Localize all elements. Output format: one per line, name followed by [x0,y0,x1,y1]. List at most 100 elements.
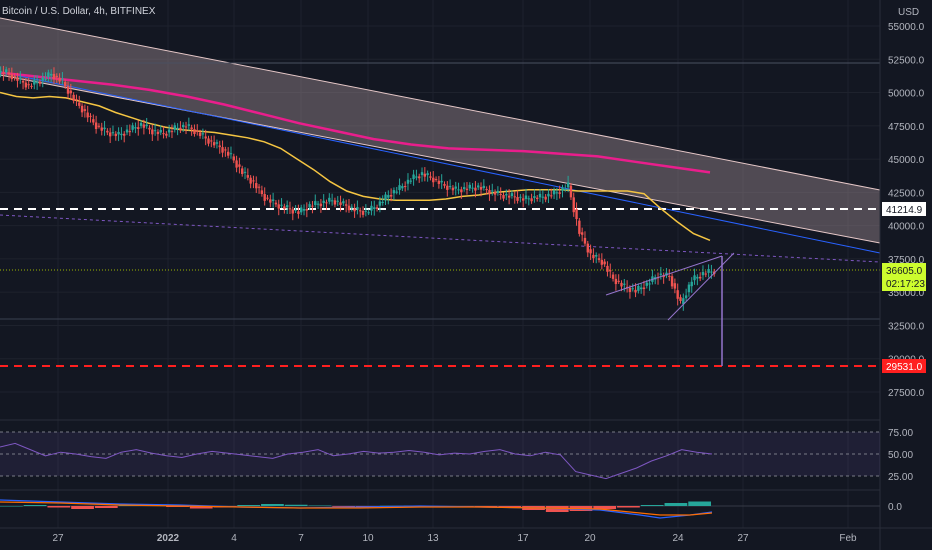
macd-bar [189,506,213,509]
candle-body [139,122,143,126]
candle-body [80,105,84,113]
candle-body [114,133,117,137]
macd-signal-line [0,501,713,516]
time-tick-label: 4 [231,533,237,544]
candle-body [521,198,525,201]
candle-body [162,133,165,135]
descending-channel[interactable] [0,17,881,244]
candle-body [606,265,609,272]
wedge-upper-line[interactable] [605,255,723,296]
candle-body [106,130,109,133]
candle-body [300,207,303,213]
price-tick-label: 32500.0 [888,321,925,332]
candle-body [35,81,39,84]
candle-body [555,192,559,194]
price-tag-white: 41214.9 [882,202,926,216]
candle-body [558,192,561,194]
ma-slow-line [0,71,711,174]
time-tick-label: 7 [298,533,304,544]
candle-body [468,184,471,189]
candle-body [305,209,309,211]
candle-body [336,200,339,202]
candle-body [611,274,615,279]
candle-body [645,282,648,286]
candle-body [693,275,696,281]
candle-body [603,261,606,265]
candle-body [187,124,191,126]
candle-body [38,81,42,84]
candle-body [578,220,581,234]
candle-body [668,275,671,277]
candle-body [131,125,134,130]
candle-body [49,73,53,76]
candle-body [108,132,112,137]
channel-lower-line[interactable] [0,74,881,244]
candle-body [249,177,252,184]
candle-body [16,77,19,81]
candle-body [536,197,539,199]
candle-body [634,289,637,293]
candle-body [684,295,688,299]
candle-body [569,185,573,198]
candle-body [375,207,379,209]
candle-body [440,180,443,183]
candle-body [552,190,556,195]
price-tag-current-text: 36605.0 [886,266,923,277]
time-axis[interactable]: 27 2022 4 7 10 13 17 20 24 27 Feb [52,533,857,544]
candle-body [173,125,176,130]
candle-body [246,175,250,178]
candle-body [193,129,196,135]
candle-body [294,209,297,211]
price-tick-label: 55000.0 [888,22,925,33]
time-tick-label: 27 [737,533,749,544]
time-tick-label: 2022 [157,533,180,544]
candle-body [342,201,345,204]
candle-body [21,80,25,83]
blue-trendline[interactable] [0,71,881,254]
candle-body [589,249,592,254]
candle-body [367,212,370,214]
candle-body [238,164,241,167]
candle-body [617,280,620,282]
macd-pane[interactable] [0,499,880,519]
candle-body [151,129,154,135]
candle-body [477,185,480,188]
rsi-pane[interactable] [0,431,880,480]
price-tick-label: 45000.0 [888,155,925,166]
candle-body [462,187,466,190]
price-tick-label: 37500.0 [888,255,925,266]
candle-body [156,131,160,135]
rsi-tick-label: 75.00 [888,428,913,439]
candle-body [333,200,337,205]
candle-body [58,77,61,82]
candle-body [210,140,213,142]
candle-body [628,287,632,293]
candle-body [378,201,382,206]
price-tick-label: 40000.0 [888,222,925,233]
candle-body [44,78,47,80]
price-tag-white-text: 41214.9 [886,205,923,216]
candle-body [361,210,365,215]
candle-body [61,78,64,80]
candle-body [701,271,705,276]
candle-body [153,130,157,132]
wedge-lower-line[interactable] [667,252,735,321]
candle-body [583,237,587,244]
candle-body [266,197,269,199]
candle-body [72,94,75,101]
candle-body [648,283,651,285]
macd-bar [688,501,711,506]
rising-wedge[interactable] [605,252,735,366]
candle-body [679,297,682,301]
candle-body [302,209,306,211]
candle-body [117,131,120,135]
candle-body [687,284,691,293]
candle-body [401,186,404,189]
candle-body [572,197,575,213]
price-tag-current: 36605.0 02:17:23 [882,263,926,291]
candle-body [609,270,612,272]
channel-upper-line[interactable] [0,17,881,191]
macd-line [0,499,713,519]
indicator-axis: 75.00 50.00 25.00 0.0 [888,428,913,513]
